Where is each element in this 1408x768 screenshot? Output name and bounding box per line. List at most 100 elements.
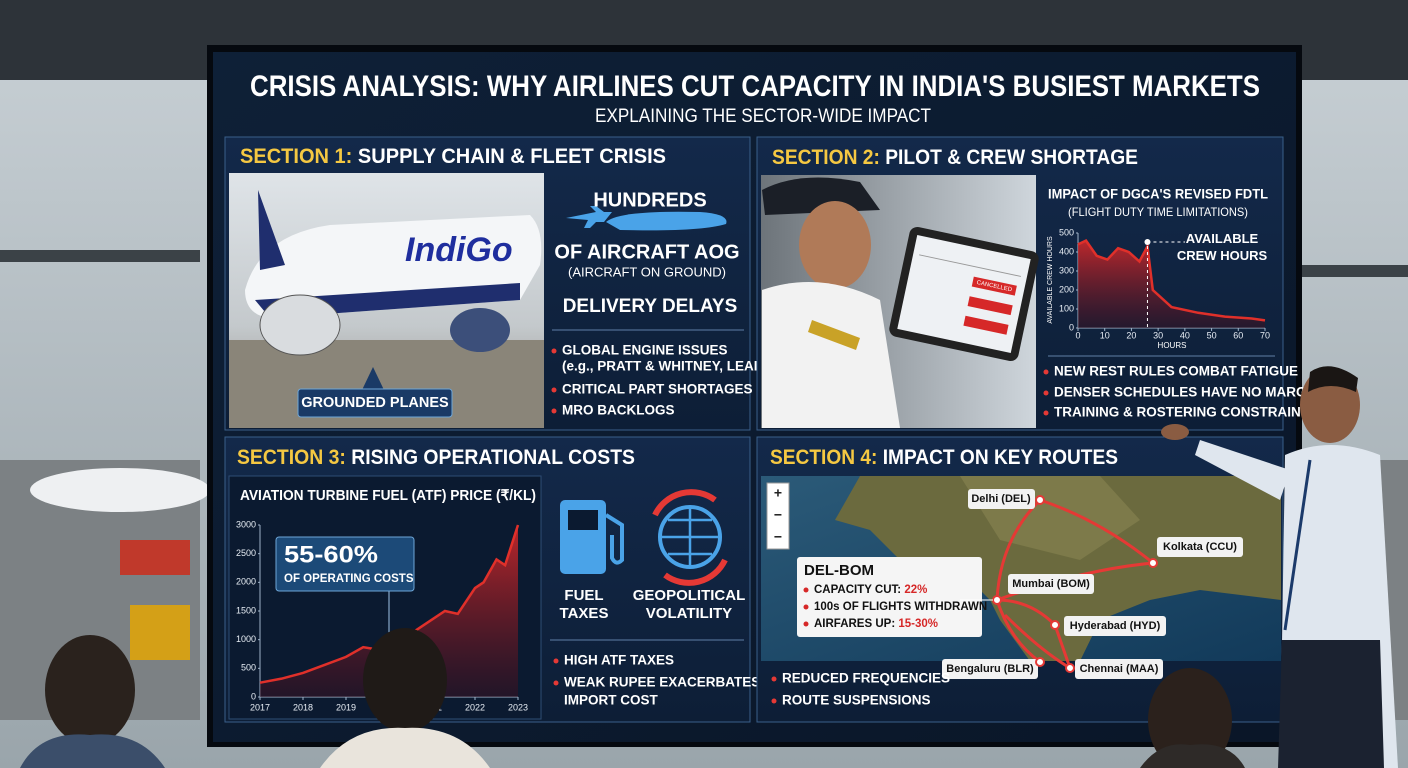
city-dot [992,595,1002,605]
bullet-dot [771,676,777,682]
tablet-rows: CANCELLED [919,254,1021,335]
pointer [362,367,384,390]
x-tick-label: 2022 [465,702,485,712]
map-zoom[interactable]: + − − [766,482,790,550]
y-tick-label: 1500 [236,605,256,615]
section-heading: IMPACT ON KEY ROUTES [883,446,1118,469]
bullet-dot [1043,369,1049,375]
bullet-dot [803,604,809,610]
cancel-tag [963,315,1009,335]
y-tick-label: 200 [1059,284,1074,294]
icon-label: GEOPOLITICAL [633,587,746,604]
headline: HUNDREDS [593,189,706,211]
bullet: ROUTE SUSPENSIONS [782,693,931,708]
annotation: AVAILABLE CREW HOURS [1177,231,1268,263]
annotation-line: CREW HOURS [1177,248,1268,263]
city: Kolkata (CCU) [1163,541,1237,553]
arrow-icon [652,489,717,517]
bullet: REDUCED FREQUENCIES [782,671,950,686]
zoom-out[interactable]: − [774,507,782,523]
callout-value: 15-30% [898,618,938,630]
callout-box [275,536,415,592]
section-heading: SUPPLY CHAIN & FLEET CRISIS [358,145,666,168]
globe-icon [660,507,720,567]
y-tick-label: 100 [1059,303,1074,313]
callout-item: 100s OF FLIGHTS WITHDRAWN [814,601,987,613]
y-tick-label: 400 [1059,246,1074,256]
zoom-out[interactable]: − [774,529,782,545]
area [1078,240,1265,328]
person [363,628,447,732]
plane-icon [566,206,612,228]
city-dot [1050,620,1060,630]
x-tick-label: 50 [1207,330,1217,340]
bullet-dot [803,621,809,627]
photo-label-box [297,388,453,418]
plane-icon [606,211,727,231]
bullet-dot [553,658,559,664]
bullet: IMPORT COST [564,693,659,708]
city: Hyderabad (HYD) [1070,620,1161,632]
bullets: GLOBAL ENGINE ISSUES (e.g., PRATT & WHIT… [551,343,767,418]
bullet-note: (e.g., PRATT & WHITNEY, LEAP) [562,359,767,374]
section-title: SECTION 3: RISING OPERATIONAL COSTS [237,446,635,469]
city: Chennai (MAA) [1080,663,1159,675]
bullet: GLOBAL ENGINE ISSUES [562,343,728,358]
city-box [1075,659,1163,679]
y-tick-label: 2500 [236,548,256,558]
x-tick-label: 2023 [508,702,528,712]
callout-note: OF OPERATING COSTS [284,573,414,585]
area [260,525,518,697]
x-axis-label: HOURS [1158,341,1187,350]
callout-item: AIRFARES UP: 15-30% [814,618,938,630]
bullet-dot [553,680,559,686]
zoom-in[interactable]: + [774,485,782,501]
bullet-dot [551,348,557,354]
person [1140,744,1245,768]
section-title: SECTION 1: SUPPLY CHAIN & FLEET CRISIS [240,145,666,168]
engine [259,294,341,356]
y-tick-label: 300 [1059,265,1074,275]
presenter-hair [1308,366,1358,392]
city-dot [1148,558,1158,568]
section-heading: PILOT & CREW SHORTAGE [885,146,1138,169]
callout-value: 22% [904,584,927,596]
subtitle: EXPLAINING THE SECTOR-WIDE IMPACT [595,106,931,127]
bullets: HIGH ATF TAXES WEAK RUPEE EXACERBATES IM… [553,653,760,708]
vehicle [130,605,190,660]
bullet-dot [1043,390,1049,396]
person [320,727,490,768]
y-tick-label: 1000 [236,634,256,644]
tablet-line [919,254,1021,277]
bullets: REDUCED FREQUENCIES ROUTE SUSPENSIONS [771,671,950,708]
y-tick-label: 0 [1069,322,1074,332]
audience [20,628,1245,768]
section-label: SECTION 4: [770,446,877,469]
headline: OF AIRCRAFT AOG [554,241,739,263]
bullet: TRAINING & ROSTERING CONSTRAINTS [1054,405,1318,420]
x-tick-label: 30 [1153,330,1163,340]
note: (AIRCRAFT ON GROUND) [568,264,726,279]
bullet-dot [551,408,557,414]
y-tick-label: 500 [1059,227,1074,237]
callout-box [797,557,982,637]
chart-title: AVIATION TURBINE FUEL (ATF) PRICE (₹/KL) [240,488,536,504]
city: Delhi (DEL) [971,493,1031,505]
bullet: DENSER SCHEDULES HAVE NO MARGIN [1054,385,1320,400]
zoom-control[interactable] [766,482,790,550]
city: Mumbai (BOM) [1012,578,1090,590]
engine [450,308,510,352]
city-box [1064,616,1166,636]
section-heading: RISING OPERATIONAL COSTS [351,446,635,469]
bullets: NEW REST RULES COMBAT FATIGUE DENSER SCH… [1043,364,1320,420]
y-axis-label: AVAILABLE CREW HOURS [1047,236,1054,324]
arrow-icon [663,558,728,586]
map-land [835,476,1281,661]
chart-subtitle: (FLIGHT DUTY TIME LIMITATIONS) [1068,205,1248,219]
bullet: WEAK RUPEE EXACERBATES [564,675,760,690]
city-box [942,659,1038,679]
person [45,635,135,745]
icon-label: VOLATILITY [646,605,732,622]
